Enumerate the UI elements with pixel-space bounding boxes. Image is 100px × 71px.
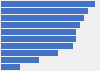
Bar (1, 15, 84, 21)
Bar (1, 50, 57, 56)
Bar (1, 36, 76, 42)
Bar (1, 8, 88, 14)
Bar (1, 43, 73, 49)
Bar (1, 22, 80, 28)
Bar (1, 64, 20, 70)
Bar (1, 29, 76, 35)
Bar (1, 57, 39, 63)
Bar (1, 1, 95, 7)
